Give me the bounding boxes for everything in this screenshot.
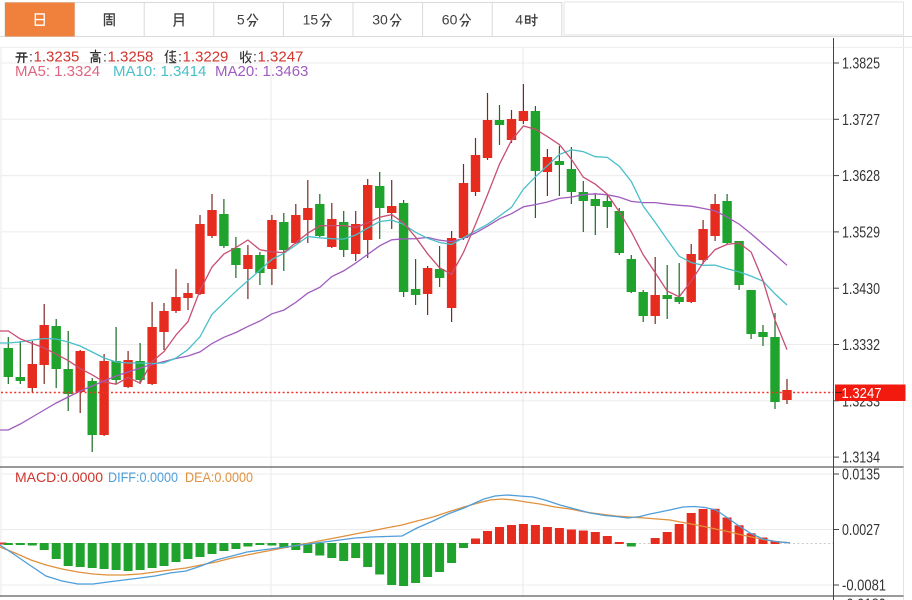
svg-text:0.0027: 0.0027 <box>842 522 880 539</box>
svg-text:MACD:0.0000: MACD:0.0000 <box>15 469 103 485</box>
svg-text:1.3529: 1.3529 <box>842 225 880 242</box>
svg-text:1.3229: 1.3229 <box>183 49 229 66</box>
svg-text:30: 30 <box>372 12 388 28</box>
svg-text:-0.0081: -0.0081 <box>842 578 886 595</box>
svg-text:DIFF:0.0000: DIFF:0.0000 <box>108 469 178 485</box>
svg-text:1.3134: 1.3134 <box>842 450 880 467</box>
svg-text:1.3727: 1.3727 <box>842 112 880 129</box>
svg-text:5: 5 <box>237 12 245 28</box>
svg-text::: : <box>103 49 107 65</box>
svg-text:MA5: 1.3324: MA5: 1.3324 <box>15 63 100 80</box>
svg-text::: : <box>253 49 257 65</box>
svg-text:1.3825: 1.3825 <box>842 56 880 73</box>
svg-text:1.3430: 1.3430 <box>842 281 880 298</box>
svg-text:DEA:0.0000: DEA:0.0000 <box>185 469 253 485</box>
svg-text:1.3235: 1.3235 <box>34 49 80 66</box>
svg-text:MA10: 1.3414: MA10: 1.3414 <box>113 63 206 80</box>
svg-text:MA20: 1.3463: MA20: 1.3463 <box>215 63 308 80</box>
svg-text:-0.0189: -0.0189 <box>842 597 886 600</box>
svg-text:0.0135: 0.0135 <box>842 467 880 484</box>
svg-text:1.3332: 1.3332 <box>842 337 880 354</box>
svg-text:1.3258: 1.3258 <box>108 49 154 66</box>
svg-text:1.3628: 1.3628 <box>842 168 880 185</box>
svg-text:60: 60 <box>442 12 458 28</box>
svg-text:1.3247: 1.3247 <box>258 49 304 66</box>
svg-text:1.3247: 1.3247 <box>842 385 882 402</box>
svg-text::: : <box>29 49 33 65</box>
svg-text:15: 15 <box>303 12 319 28</box>
svg-text::: : <box>178 49 182 65</box>
svg-text:4: 4 <box>515 12 523 28</box>
